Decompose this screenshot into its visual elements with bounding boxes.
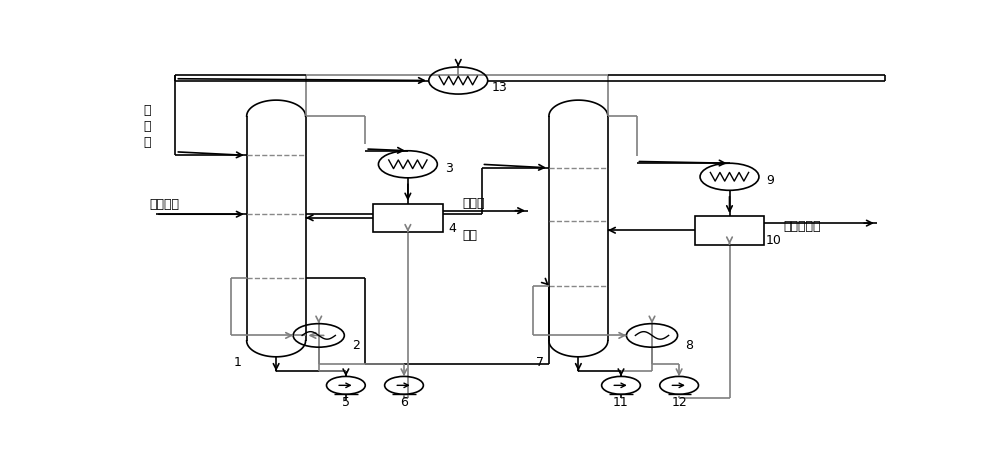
Text: 正己烷: 正己烷 [462, 197, 485, 210]
Text: 11: 11 [613, 395, 629, 408]
Text: 烃类混合物: 烃类混合物 [784, 220, 821, 233]
Text: 3: 3 [445, 162, 453, 175]
Text: 8: 8 [685, 339, 693, 352]
Bar [373, 204, 443, 232]
Text: 混合物料: 混合物料 [150, 198, 180, 211]
Text: 12: 12 [671, 395, 687, 408]
Text: 富液: 富液 [462, 229, 477, 242]
Text: 5: 5 [342, 395, 350, 408]
Text: 2: 2 [352, 339, 360, 352]
Text: 4: 4 [448, 222, 456, 235]
Text: 13: 13 [491, 81, 507, 94]
Text: 7: 7 [536, 356, 544, 369]
Text: 贫
溶
剂: 贫 溶 剂 [143, 104, 150, 150]
Text: 6: 6 [400, 395, 408, 408]
Text: 9: 9 [767, 175, 775, 188]
Text: 10: 10 [766, 234, 782, 247]
Bar [695, 216, 764, 244]
Text: 1: 1 [233, 356, 241, 369]
